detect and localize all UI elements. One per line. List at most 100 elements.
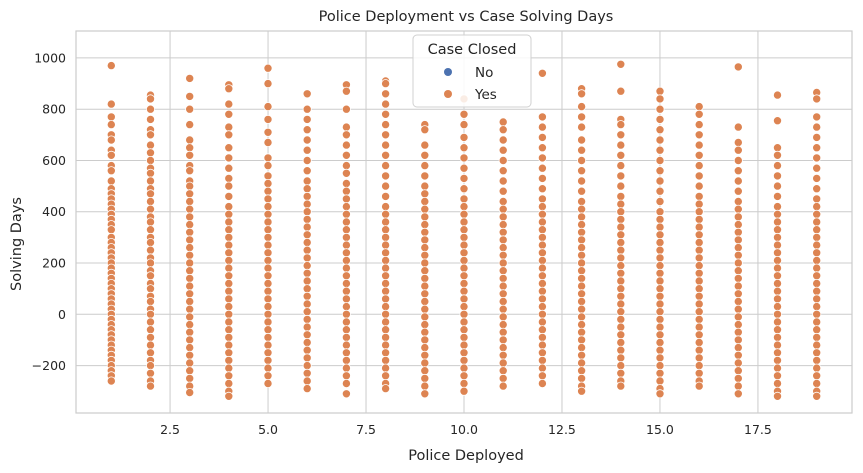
data-point-yes <box>459 286 469 296</box>
data-point-yes <box>224 302 234 312</box>
data-point-yes <box>302 261 312 271</box>
data-point-yes <box>537 371 547 381</box>
data-point-yes <box>302 145 312 155</box>
data-point-yes <box>459 340 469 350</box>
data-point-yes <box>773 294 783 304</box>
data-point-yes <box>185 358 195 368</box>
data-point-yes <box>341 263 351 273</box>
data-point-yes <box>381 294 391 304</box>
data-point-yes <box>773 325 783 335</box>
data-point-yes <box>577 204 587 214</box>
data-point-yes <box>498 350 508 360</box>
data-point-yes <box>145 317 155 327</box>
data-point-yes <box>302 291 312 301</box>
data-point-yes <box>616 181 626 191</box>
data-point-yes <box>459 184 469 194</box>
data-point-yes <box>263 248 273 258</box>
data-point-yes <box>694 109 704 119</box>
data-point-yes <box>381 161 391 171</box>
data-point-yes <box>537 294 547 304</box>
data-point-yes <box>341 294 351 304</box>
data-point-yes <box>812 325 822 335</box>
data-point-yes <box>733 266 743 276</box>
data-point-yes <box>498 235 508 245</box>
data-point-yes <box>185 296 195 306</box>
data-point-yes <box>577 155 587 165</box>
data-point-yes <box>537 202 547 212</box>
data-point-yes <box>773 161 783 171</box>
data-point-yes <box>812 317 822 327</box>
data-point-yes <box>420 196 430 206</box>
data-point-yes <box>655 86 665 96</box>
data-point-yes <box>537 225 547 235</box>
data-point-yes <box>341 248 351 258</box>
data-point-yes <box>263 371 273 381</box>
data-point-yes <box>420 125 430 135</box>
data-point-yes <box>498 289 508 299</box>
data-point-yes <box>341 150 351 160</box>
data-point-yes <box>655 207 665 217</box>
data-point-yes <box>341 355 351 365</box>
data-point-yes <box>577 296 587 306</box>
data-point-yes <box>145 271 155 281</box>
data-point-yes <box>616 222 626 232</box>
data-point-yes <box>459 348 469 358</box>
data-point-yes <box>302 337 312 347</box>
data-point-yes <box>302 276 312 286</box>
data-point-yes <box>263 102 273 112</box>
data-point-yes <box>537 278 547 288</box>
data-point-yes <box>694 120 704 130</box>
data-point-yes <box>773 225 783 235</box>
data-point-yes <box>694 284 704 294</box>
data-point-yes <box>381 384 391 394</box>
data-point-yes <box>812 112 822 122</box>
data-point-yes <box>420 181 430 191</box>
data-point-yes <box>302 191 312 201</box>
data-point-yes <box>263 355 273 365</box>
data-point-yes <box>655 104 665 114</box>
data-point-yes <box>263 263 273 273</box>
data-point-yes <box>537 240 547 250</box>
data-point-yes <box>145 168 155 178</box>
data-point-yes <box>224 181 234 191</box>
data-point-yes <box>302 166 312 176</box>
data-point-yes <box>616 322 626 332</box>
data-point-yes <box>302 176 312 186</box>
x-axis-ticks: 2.5 5.0 7.5 10.0 12.5 15.0 17.5 <box>160 422 772 437</box>
data-point-yes <box>616 368 626 378</box>
data-point-yes <box>341 363 351 373</box>
data-point-yes <box>655 368 665 378</box>
data-point-yes <box>577 304 587 314</box>
data-point-yes <box>263 137 273 147</box>
data-point-yes <box>263 171 273 181</box>
data-point-yes <box>655 376 665 386</box>
data-point-yes <box>145 225 155 235</box>
data-point-yes <box>577 145 587 155</box>
data-point-yes <box>694 199 704 209</box>
data-point-yes <box>420 335 430 345</box>
data-point-yes <box>773 181 783 191</box>
y-tick-label: 200 <box>42 256 66 271</box>
data-point-yes <box>616 381 626 391</box>
data-points <box>106 59 822 401</box>
data-point-yes <box>812 271 822 281</box>
data-point-yes <box>537 232 547 242</box>
data-point-yes <box>185 387 195 397</box>
data-point-yes <box>145 340 155 350</box>
data-point-yes <box>145 245 155 255</box>
data-point-yes <box>616 268 626 278</box>
data-point-yes <box>812 355 822 365</box>
data-point-yes <box>773 240 783 250</box>
data-point-yes <box>616 230 626 240</box>
data-point-yes <box>381 286 391 296</box>
data-point-yes <box>381 309 391 319</box>
data-point-yes <box>420 343 430 353</box>
data-point-yes <box>812 153 822 163</box>
data-point-yes <box>537 355 547 365</box>
data-point-yes <box>459 153 469 163</box>
data-point-yes <box>263 178 273 188</box>
data-point-yes <box>577 212 587 222</box>
data-point-yes <box>616 299 626 309</box>
data-point-yes <box>773 278 783 288</box>
data-point-yes <box>812 391 822 401</box>
